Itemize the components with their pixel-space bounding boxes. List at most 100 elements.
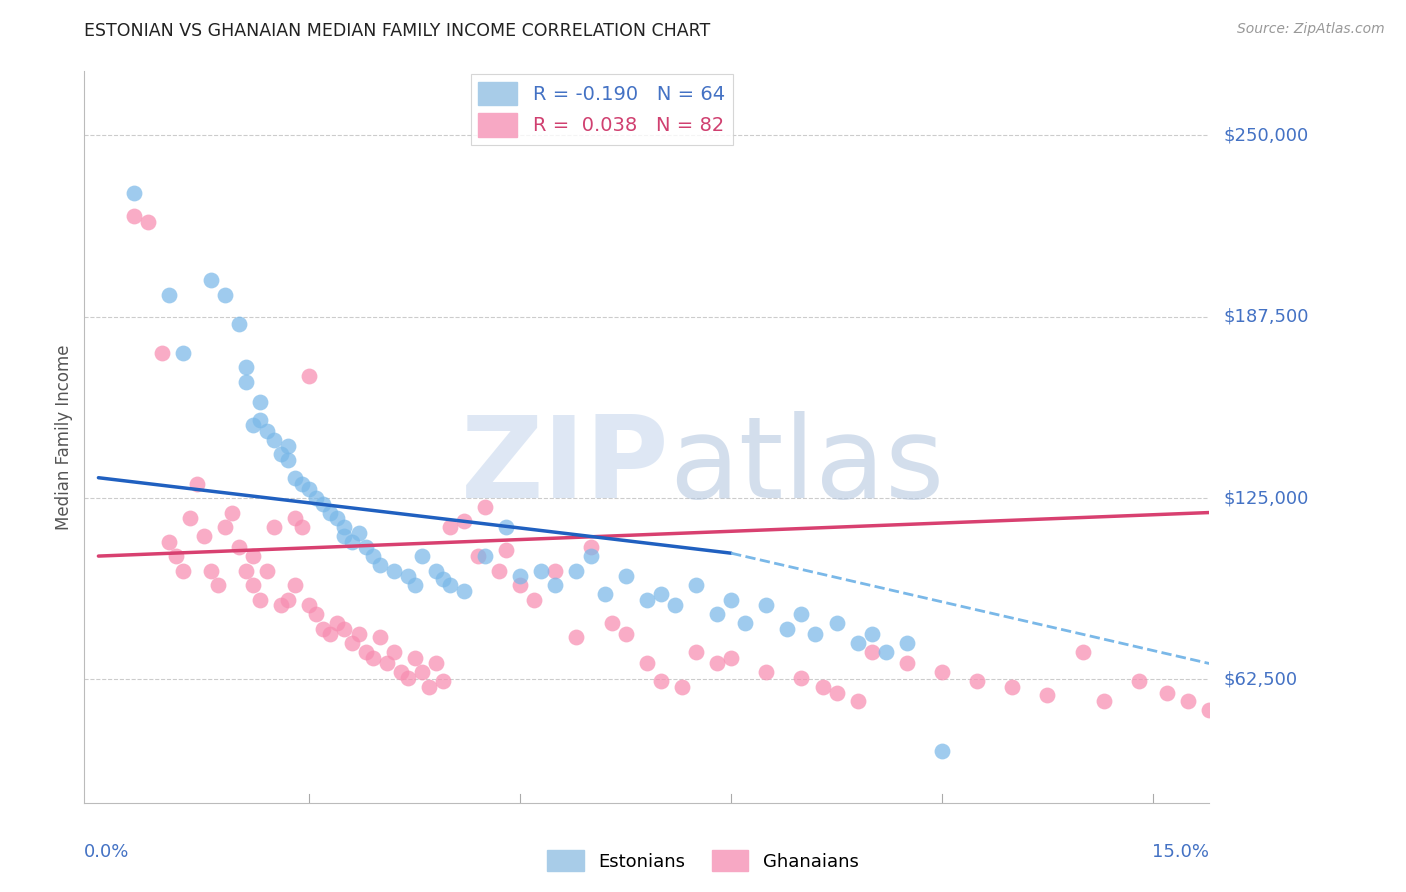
Point	[685, 578, 707, 592]
Point	[291, 476, 314, 491]
Text: Source: ZipAtlas.com: Source: ZipAtlas.com	[1237, 22, 1385, 37]
Point	[263, 433, 285, 447]
Point	[256, 564, 278, 578]
Point	[333, 529, 356, 543]
Point	[298, 369, 321, 384]
Point	[650, 587, 672, 601]
Point	[671, 680, 693, 694]
Point	[860, 645, 883, 659]
Point	[235, 375, 257, 389]
Point	[432, 572, 454, 586]
Point	[319, 506, 342, 520]
Text: $125,000: $125,000	[1223, 489, 1309, 507]
Point	[157, 534, 180, 549]
Point	[249, 592, 271, 607]
Point	[396, 671, 419, 685]
Point	[931, 665, 953, 680]
Point	[1156, 685, 1178, 699]
Point	[242, 578, 264, 592]
Point	[755, 599, 778, 613]
Point	[214, 288, 236, 302]
Point	[235, 360, 257, 375]
Point	[326, 511, 349, 525]
Point	[931, 743, 953, 757]
Point	[207, 578, 229, 592]
Point	[1001, 680, 1024, 694]
Point	[720, 650, 742, 665]
Point	[755, 665, 778, 680]
Point	[1198, 703, 1220, 717]
Point	[340, 636, 363, 650]
Point	[228, 317, 250, 331]
Point	[544, 578, 567, 592]
Point	[664, 599, 686, 613]
Point	[860, 627, 883, 641]
Point	[509, 569, 531, 583]
Point	[249, 412, 271, 426]
Legend: R = -0.190   N = 64, R =  0.038   N = 82: R = -0.190 N = 64, R = 0.038 N = 82	[471, 74, 733, 145]
Point	[523, 592, 546, 607]
Point	[811, 680, 834, 694]
Point	[136, 215, 159, 229]
Point	[200, 564, 222, 578]
Point	[361, 650, 384, 665]
Point	[242, 549, 264, 563]
Point	[368, 558, 391, 572]
Text: 0.0%: 0.0%	[84, 843, 129, 861]
Point	[396, 569, 419, 583]
Point	[1177, 694, 1199, 708]
Point	[565, 631, 588, 645]
Point	[614, 569, 637, 583]
Point	[474, 500, 496, 514]
Point	[347, 627, 370, 641]
Point	[600, 615, 623, 630]
Legend: Estonians, Ghanaians: Estonians, Ghanaians	[540, 843, 866, 879]
Point	[896, 657, 918, 671]
Point	[418, 680, 440, 694]
Point	[720, 592, 742, 607]
Text: $187,500: $187,500	[1223, 308, 1309, 326]
Point	[256, 424, 278, 438]
Point	[411, 549, 433, 563]
Point	[291, 520, 314, 534]
Point	[467, 549, 489, 563]
Point	[270, 599, 292, 613]
Point	[221, 506, 243, 520]
Point	[284, 471, 307, 485]
Point	[228, 541, 250, 555]
Text: $62,500: $62,500	[1223, 671, 1298, 689]
Point	[312, 622, 335, 636]
Point	[277, 592, 299, 607]
Point	[122, 210, 145, 224]
Point	[333, 622, 356, 636]
Point	[368, 631, 391, 645]
Point	[706, 607, 728, 621]
Point	[319, 627, 342, 641]
Point	[235, 564, 257, 578]
Point	[179, 511, 201, 525]
Text: ZIP: ZIP	[461, 411, 669, 522]
Point	[439, 520, 461, 534]
Point	[298, 483, 321, 497]
Point	[404, 578, 426, 592]
Point	[1071, 645, 1094, 659]
Point	[354, 541, 377, 555]
Point	[530, 564, 553, 578]
Point	[298, 599, 321, 613]
Point	[354, 645, 377, 659]
Point	[382, 564, 405, 578]
Point	[706, 657, 728, 671]
Point	[375, 657, 398, 671]
Point	[650, 673, 672, 688]
Point	[340, 534, 363, 549]
Point	[270, 448, 292, 462]
Point	[544, 564, 567, 578]
Point	[361, 549, 384, 563]
Point	[277, 439, 299, 453]
Point	[172, 346, 194, 360]
Text: ESTONIAN VS GHANAIAN MEDIAN FAMILY INCOME CORRELATION CHART: ESTONIAN VS GHANAIAN MEDIAN FAMILY INCOM…	[84, 22, 710, 40]
Point	[875, 645, 897, 659]
Point	[966, 673, 988, 688]
Point	[896, 636, 918, 650]
Point	[157, 288, 180, 302]
